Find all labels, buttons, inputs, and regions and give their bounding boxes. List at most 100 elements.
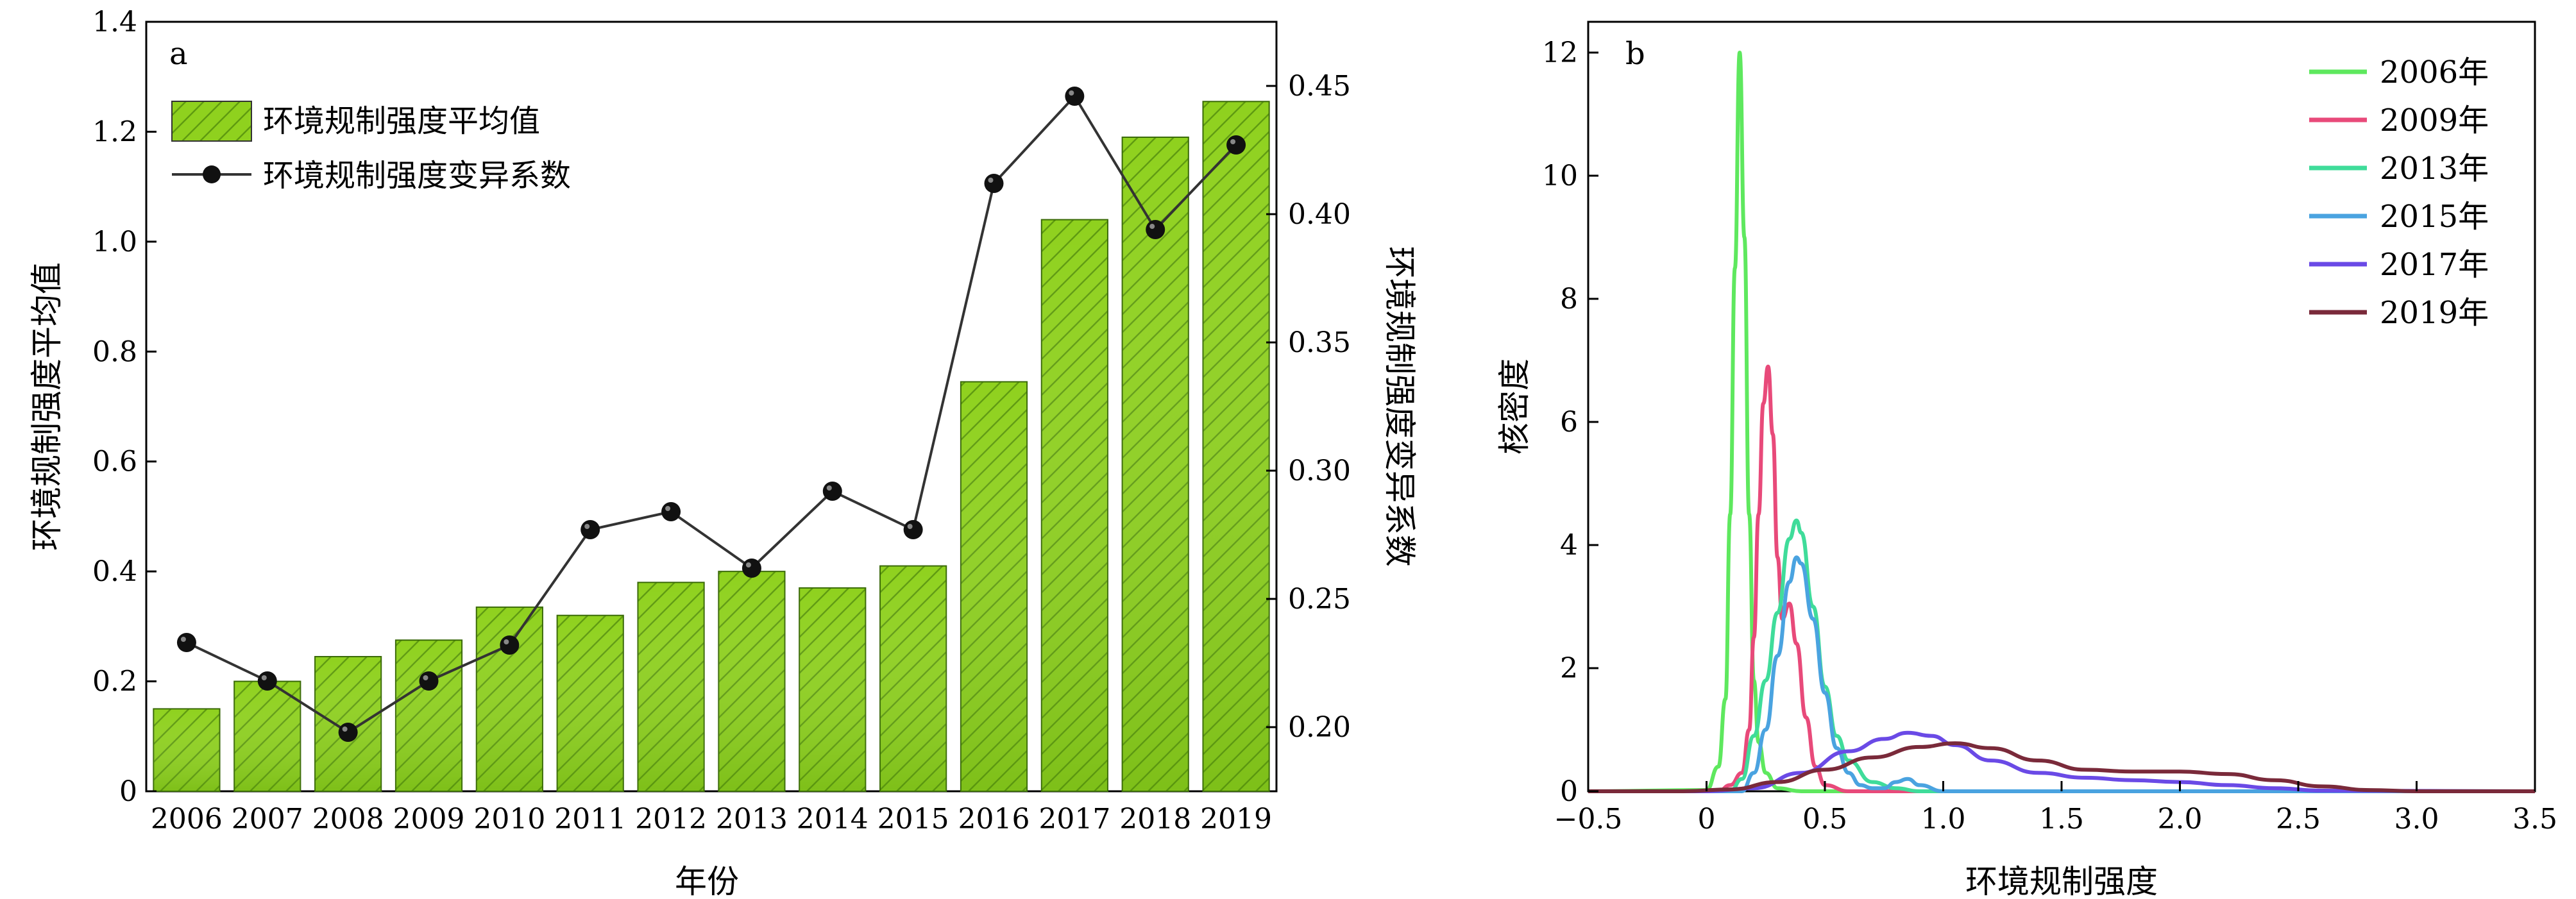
panel-a-cv-line: [176, 87, 1246, 742]
cv-point-2007: [257, 671, 277, 691]
panel-a-y2label: 环境规制强度变异系数: [1381, 246, 1418, 567]
x-tick-label: 3.5: [2512, 803, 2557, 836]
legend-bar-swatch: [171, 101, 252, 142]
cv-point-2013: [741, 559, 761, 578]
y2-tick-label: 0.35: [1288, 326, 1351, 359]
cv-point-highlight-2019: [1230, 139, 1236, 144]
x-tick-label: 2018: [1119, 803, 1191, 836]
y-tick-label: 0.8: [92, 335, 137, 368]
y2-tick-label: 0.45: [1288, 70, 1351, 103]
y2-tick-label: 0.30: [1288, 455, 1351, 487]
bar-shade-2018: [1122, 137, 1189, 791]
x-tick-label: 2017: [1038, 803, 1110, 836]
x-tick-label: 2007: [232, 803, 303, 836]
cv-line-path: [186, 94, 1237, 734]
panel-b-legend: 2006年 2009年 2013年 2015年 2017年 2019年: [2309, 55, 2489, 331]
density-curve-2009年: [1588, 364, 2535, 794]
x-tick-label: 2010: [473, 803, 545, 836]
legend-label: 2015年: [2380, 199, 2489, 235]
panel-b-y-axis: 0 2 4 6 8 10 12: [1542, 37, 1598, 808]
cv-point-2019: [1226, 135, 1246, 155]
panel-a-xlabel: 年份: [675, 863, 739, 899]
x-tick-label: 2.5: [2276, 803, 2321, 836]
bar-shade-2009: [395, 640, 462, 791]
cv-point-highlight-2015: [907, 524, 913, 529]
cv-point-2018: [1146, 220, 1165, 239]
cv-point-2015: [903, 520, 923, 539]
x-tick-label: 0: [1698, 803, 1716, 836]
cv-point-2014: [822, 482, 842, 501]
y2-tick-label: 0.25: [1288, 583, 1351, 616]
density-curve-2015年: [1588, 555, 2535, 794]
panel-b-ylabel: 核密度: [1496, 358, 1533, 455]
y-tick-label: 0: [119, 775, 137, 808]
density-curve-2019年: [1588, 741, 2535, 794]
legend-label: 2006年: [2380, 55, 2489, 90]
y-tick-label: 0.6: [92, 446, 137, 478]
cv-point-highlight-2012: [665, 506, 671, 511]
cv-point-highlight-2013: [745, 562, 751, 567]
bar-shade-2016: [960, 382, 1028, 791]
legend-label: 2017年: [2380, 247, 2489, 283]
panel-a-ylabel: 环境规制强度平均值: [28, 262, 65, 551]
y-tick-label: 0.4: [92, 555, 137, 588]
cv-point-highlight-2010: [504, 639, 509, 644]
cv-point-highlight-2007: [261, 675, 267, 680]
density-curve-2017年: [1588, 730, 2536, 794]
legend-line-label: 环境规制强度变异系数: [263, 158, 571, 194]
panel-a-bars: [153, 101, 1270, 793]
panel-a-left-axis: 0 0.2 0.4 0.6 0.8 1.0 1.2 1.4: [92, 6, 157, 808]
y-tick-label: 0: [1560, 775, 1578, 808]
cv-point-highlight-2014: [826, 485, 832, 491]
cv-point-2012: [661, 502, 681, 521]
legend-label: 2019年: [2380, 295, 2489, 331]
cv-point-highlight-2008: [342, 727, 348, 732]
cv-point-highlight-2017: [1069, 90, 1074, 96]
x-tick-label: 2009: [393, 803, 465, 836]
y-tick-label: 4: [1560, 529, 1578, 562]
panel-a-letter: a: [169, 36, 188, 72]
y-tick-label: 1.2: [92, 115, 137, 148]
y-tick-label: 8: [1560, 283, 1578, 315]
cv-point-2009: [419, 671, 439, 691]
panel-b-xlabel: 环境规制强度: [1965, 863, 2158, 899]
x-tick-label: 2015: [877, 803, 949, 836]
bar-shade-2011: [557, 615, 623, 791]
legend-label: 2009年: [2380, 103, 2489, 139]
bar-shade-2006: [153, 709, 220, 791]
density-curve-2006年: [1588, 51, 2535, 794]
panel-b-letter: b: [1625, 36, 1645, 72]
x-tick-label: 2014: [797, 803, 869, 836]
y-tick-label: 0.2: [92, 666, 137, 698]
y-tick-label: 2: [1560, 652, 1578, 685]
legend-bar-label: 环境规制强度平均值: [263, 103, 540, 139]
x-tick-label: 0.5: [1802, 803, 1847, 836]
x-tick-label: 2.0: [2158, 803, 2203, 836]
bar-shade-2012: [638, 582, 704, 791]
panel-b-density-curves: [1588, 51, 2536, 794]
legend-marker-icon: [203, 165, 221, 183]
cv-point-highlight-2016: [988, 178, 994, 183]
bar-shade-2007: [234, 681, 301, 791]
bar-shade-2013: [718, 571, 785, 791]
bar-shade-2010: [476, 607, 543, 791]
x-tick-label: 2019: [1200, 803, 1272, 836]
y-tick-label: 6: [1560, 406, 1578, 439]
bar-shade-2014: [799, 587, 866, 791]
x-tick-label: 2013: [716, 803, 788, 836]
panel-a-chart: 00.20.40.60.81.01.21.4 0.200.250.300.350…: [28, 6, 1418, 899]
panel-b-x-axis: −0.5 0 0.5 1.0 1.5 2.0 2.5 3.0 3.5: [1554, 781, 2557, 836]
cv-point-highlight-2018: [1149, 224, 1155, 229]
cv-point-2008: [338, 723, 358, 742]
x-tick-label: 3.0: [2394, 803, 2439, 836]
density-curve-2013年: [1588, 518, 2535, 794]
y-tick-label: 10: [1542, 160, 1578, 192]
x-tick-label: 1.0: [1921, 803, 1966, 836]
x-tick-label: 2012: [635, 803, 707, 836]
y2-tick-label: 0.20: [1288, 711, 1351, 744]
cv-point-2011: [580, 520, 600, 539]
x-tick-label: −0.5: [1554, 803, 1623, 836]
panel-a-legend: 环境规制强度平均值 环境规制强度变异系数: [171, 101, 571, 194]
